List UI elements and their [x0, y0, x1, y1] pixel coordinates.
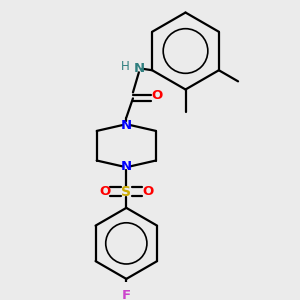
- Text: H: H: [121, 60, 130, 73]
- Text: O: O: [99, 185, 111, 198]
- Text: S: S: [121, 184, 131, 199]
- Text: O: O: [151, 89, 162, 102]
- Text: N: N: [121, 160, 132, 173]
- Text: N: N: [121, 118, 132, 131]
- Text: F: F: [122, 289, 131, 300]
- Text: N: N: [133, 62, 144, 75]
- Text: O: O: [142, 185, 153, 198]
